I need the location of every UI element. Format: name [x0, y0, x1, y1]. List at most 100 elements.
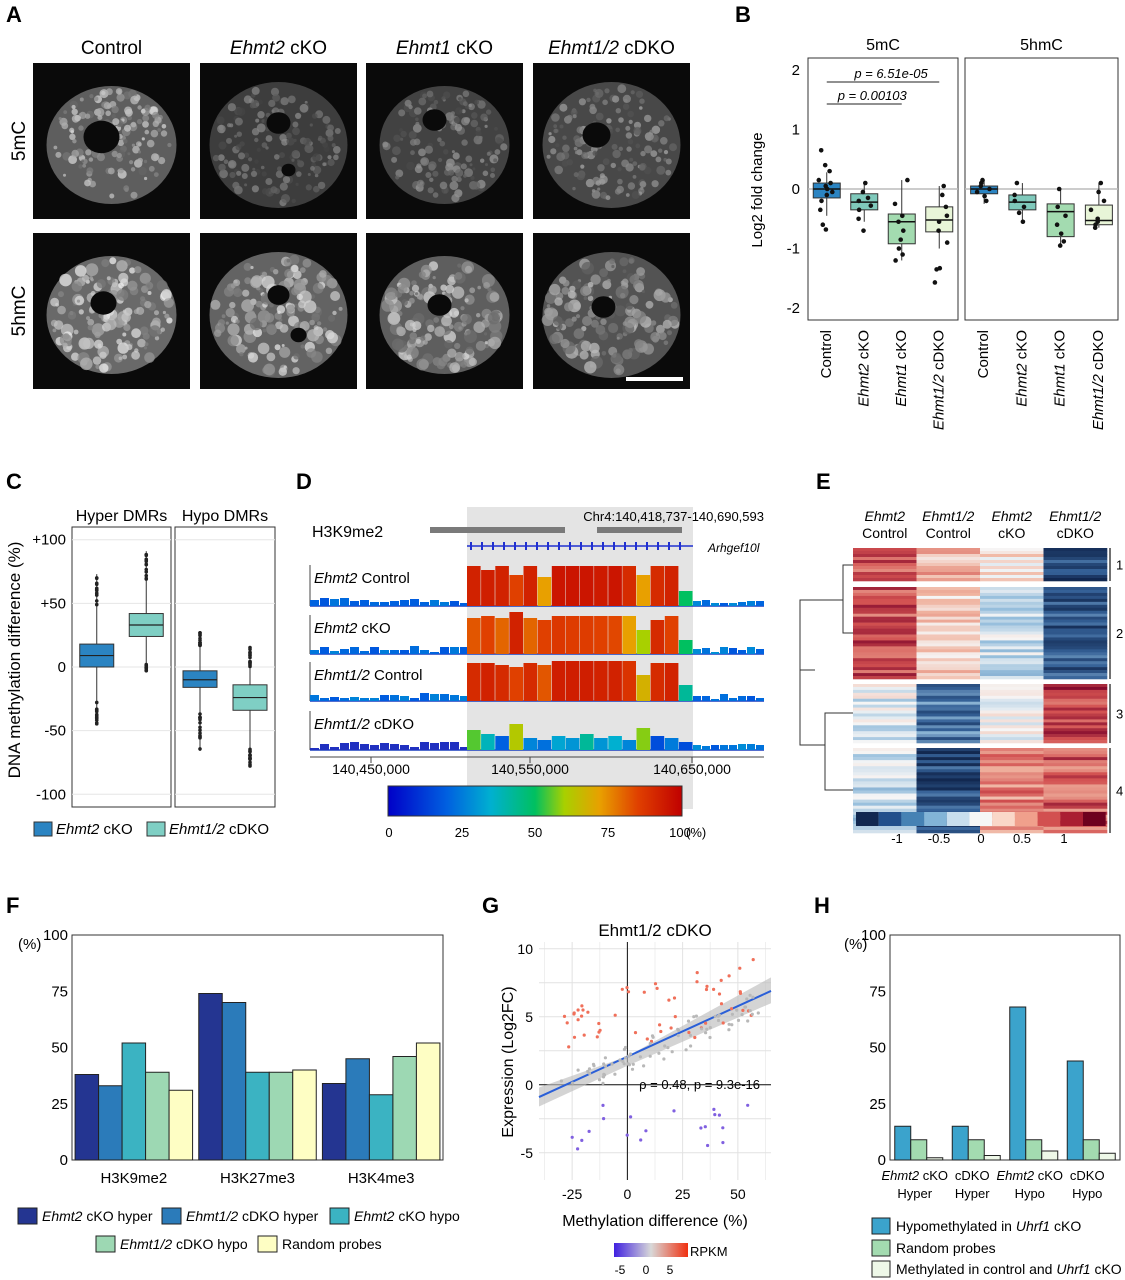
cluster-label: 3 — [1116, 707, 1123, 722]
data-point — [751, 958, 755, 962]
heatmap-cell — [853, 793, 917, 797]
heatmap-cell — [916, 569, 981, 573]
chromatin-speckle — [281, 344, 285, 347]
scale-tick-label: 50 — [528, 825, 542, 840]
chromatin-speckle — [469, 163, 473, 167]
chromatin-speckle — [438, 157, 443, 163]
chromatin-speckle — [553, 316, 563, 326]
text-span: cKO — [1094, 1261, 1121, 1277]
chromatin-speckle — [480, 158, 485, 163]
y-tick-label: 100 — [861, 927, 886, 944]
data-point — [676, 1034, 680, 1038]
data-point — [819, 198, 824, 204]
heatmap-cell — [853, 751, 917, 755]
chromatin-speckle — [95, 364, 100, 370]
heatmap-cell — [980, 607, 1044, 612]
chromatin-speckle — [244, 277, 252, 285]
cpg-bar — [430, 600, 439, 606]
data-point — [1012, 198, 1018, 204]
heatmap-cell — [853, 598, 917, 603]
chromatin-speckle — [218, 141, 227, 150]
outlier — [144, 668, 149, 673]
h3k9me2-domain — [430, 527, 565, 533]
cpg-bar — [636, 728, 651, 750]
chromatin-speckle — [89, 180, 96, 188]
data-point — [1101, 198, 1107, 204]
methylation-track: Ehmt2 cKO — [309, 612, 764, 655]
chromatin-speckle — [387, 312, 401, 325]
chromatin-speckle — [234, 134, 238, 138]
chromatin-speckle — [490, 167, 496, 173]
chromatin-speckle — [448, 324, 454, 330]
chromatin-speckle — [382, 141, 389, 148]
heatmap-cell — [980, 784, 1044, 788]
data-point — [1088, 207, 1094, 213]
cpg-bar — [565, 566, 580, 606]
y-tick-label: 25 — [869, 1096, 886, 1113]
data-point — [595, 1035, 599, 1039]
text-span: Ehmt1/2 — [314, 716, 371, 733]
cpg-bar — [495, 566, 509, 606]
cpg-bar — [390, 695, 399, 701]
cpg-bar — [523, 738, 538, 750]
chromatin-speckle — [279, 152, 285, 159]
data-point — [900, 213, 905, 219]
chromatin-speckle — [314, 173, 319, 178]
chromatin-speckle — [464, 265, 473, 273]
data-point — [712, 1107, 716, 1111]
panel-c-letter: C — [6, 469, 22, 494]
cpg-bar — [450, 742, 459, 750]
heatmap-cell — [916, 769, 981, 773]
chromatin-speckle — [663, 340, 669, 346]
outlier — [198, 715, 202, 720]
text-span: Ehmt1 — [893, 363, 910, 406]
chromatin-speckle — [96, 279, 106, 289]
data-point — [688, 1033, 693, 1037]
chromatin-speckle — [591, 190, 601, 199]
cpg-bar — [738, 602, 746, 606]
data-point — [708, 1026, 712, 1030]
heatmap-cell — [980, 766, 1044, 770]
chromatin-speckle — [578, 98, 587, 106]
heatmap-cell — [1043, 604, 1108, 609]
heatmap-cell — [853, 563, 917, 567]
chromatin-speckle — [555, 143, 560, 148]
heatmap-cell — [980, 740, 1044, 744]
cpg-bar — [410, 599, 419, 606]
cpg-bar — [551, 661, 566, 701]
heatmap-cell — [916, 793, 981, 797]
outlier — [248, 645, 252, 650]
data-point — [695, 980, 699, 984]
cpg-bar — [320, 698, 329, 701]
data-point — [650, 1034, 655, 1038]
chromatin-speckle — [91, 323, 105, 337]
box: Ehmt1 cKO — [887, 177, 916, 407]
outlier — [198, 733, 202, 738]
chromatin-speckle — [632, 175, 637, 179]
exon — [580, 542, 582, 550]
chromatin-speckle — [118, 356, 123, 361]
bar — [268, 1071, 294, 1161]
chromatin-speckle — [142, 120, 149, 128]
text-span: cKO — [290, 38, 327, 59]
heatmap-cell — [916, 728, 981, 732]
chromatin-speckle — [641, 289, 646, 294]
cpg-bar — [360, 600, 369, 606]
cpg-bar — [420, 742, 429, 750]
text-span: hypo — [429, 1208, 460, 1224]
chromatin-speckle — [146, 284, 150, 288]
heatmap-cell — [1043, 575, 1108, 579]
chromatin-speckle — [589, 103, 596, 110]
chromatin-speckle — [311, 313, 321, 322]
y-tick-label: -50 — [44, 723, 66, 740]
chromatin-speckle — [594, 88, 604, 98]
chromatin-speckle — [553, 124, 558, 129]
chromatin-speckle — [80, 357, 93, 371]
correlation-annotation: ρ = 0.48, p = 9.3e-16 — [639, 1077, 760, 1092]
data-point — [748, 993, 752, 997]
heatmap-cell — [853, 787, 917, 791]
data-point — [820, 222, 826, 228]
data-point — [648, 1041, 652, 1046]
y-tick-label: 0 — [878, 1152, 886, 1169]
heatmap-cell — [1043, 628, 1108, 632]
